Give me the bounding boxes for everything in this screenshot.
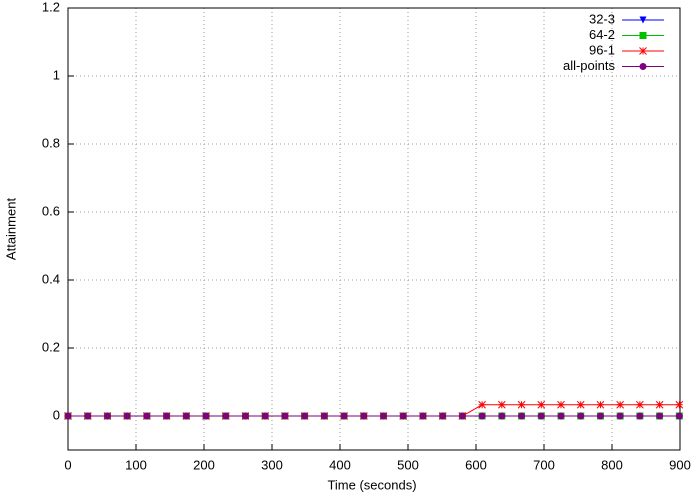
x-axis-label: Time (seconds) xyxy=(327,477,416,492)
marker xyxy=(241,412,249,420)
marker xyxy=(636,400,644,409)
marker xyxy=(380,412,388,420)
x-tick-label: 800 xyxy=(601,457,623,472)
x-tick-label: 700 xyxy=(533,457,555,472)
marker xyxy=(143,412,151,420)
y-tick-label: 1.2 xyxy=(42,0,60,14)
marker xyxy=(478,400,486,409)
legend-label: 64-2 xyxy=(589,27,615,42)
x-tick-label: 100 xyxy=(125,457,147,472)
y-tick-label: 0.6 xyxy=(42,203,60,218)
marker xyxy=(675,412,683,420)
marker xyxy=(576,400,585,409)
y-tick-label: 0 xyxy=(53,407,60,422)
marker xyxy=(497,400,506,409)
legend-label: 32-3 xyxy=(589,11,615,26)
marker xyxy=(639,47,647,55)
x-tick-label: 200 xyxy=(193,457,215,472)
marker xyxy=(557,400,565,409)
marker xyxy=(656,412,664,420)
marker xyxy=(636,412,644,420)
marker xyxy=(182,412,190,420)
marker xyxy=(616,400,625,409)
x-tick-label: 500 xyxy=(397,457,419,472)
marker xyxy=(360,412,368,420)
marker xyxy=(596,400,605,409)
x-tick-label: 300 xyxy=(261,457,283,472)
marker xyxy=(557,412,565,420)
marker xyxy=(340,412,348,420)
plot-frame xyxy=(67,7,681,451)
y-axis-label: Attainment xyxy=(3,198,18,261)
marker xyxy=(675,400,684,409)
marker xyxy=(478,412,486,420)
y-tick-label: 0.8 xyxy=(42,135,60,150)
marker xyxy=(517,400,526,409)
marker xyxy=(616,412,624,420)
marker xyxy=(439,412,447,420)
marker xyxy=(596,412,604,420)
marker xyxy=(537,400,546,409)
series-line xyxy=(68,404,680,417)
x-tick-label: 0 xyxy=(64,457,71,472)
marker xyxy=(84,412,92,420)
marker xyxy=(64,412,72,420)
marker xyxy=(577,412,585,420)
legend-label: 96-1 xyxy=(589,42,615,57)
marker xyxy=(123,412,131,420)
marker xyxy=(498,412,506,420)
marker xyxy=(655,400,664,409)
marker xyxy=(399,412,407,420)
marker xyxy=(419,412,427,420)
marker xyxy=(518,412,526,420)
marker xyxy=(281,412,289,420)
marker xyxy=(320,412,328,420)
y-tick-label: 0.4 xyxy=(42,271,60,286)
marker xyxy=(301,412,309,420)
marker xyxy=(163,412,171,420)
marker xyxy=(222,412,230,420)
marker xyxy=(202,412,210,420)
marker xyxy=(261,412,269,420)
x-tick-label: 400 xyxy=(329,457,351,472)
x-tick-label: 900 xyxy=(669,457,691,472)
marker xyxy=(639,32,647,39)
legend-label: all-points xyxy=(563,58,616,73)
marker xyxy=(103,412,111,420)
x-tick-label: 600 xyxy=(465,457,487,472)
y-tick-label: 0.2 xyxy=(42,339,60,354)
marker xyxy=(458,412,466,420)
y-tick-label: 1 xyxy=(53,67,60,82)
marker xyxy=(639,63,647,70)
marker xyxy=(537,412,545,420)
marker xyxy=(639,16,647,24)
